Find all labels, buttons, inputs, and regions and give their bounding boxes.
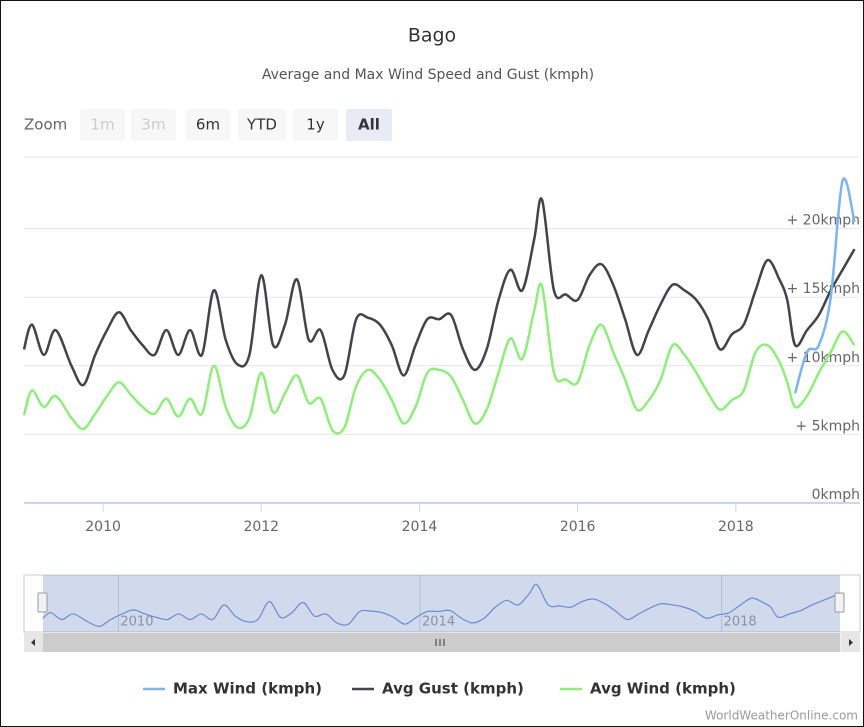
zoom-button-label: YTD xyxy=(246,116,277,134)
navigator-handle[interactable] xyxy=(37,592,48,613)
zoom-button[interactable] xyxy=(80,109,125,141)
zoom-buttons: 1m 3m 6m YTD 1y All xyxy=(80,109,392,141)
legend-label[interactable]: Max Wind (kmph) xyxy=(173,680,322,698)
x-tick-label: 2010 xyxy=(85,519,121,535)
zoom-button-label: 1m xyxy=(90,116,114,134)
credit: WorldWeatherOnline.com xyxy=(705,709,858,723)
zoom-button-label: 6m xyxy=(196,116,220,134)
zoom-button[interactable] xyxy=(238,109,286,141)
scrollbar-thumb[interactable] xyxy=(43,633,840,652)
zoom-button-label: 1y xyxy=(306,116,325,134)
legend-label[interactable]: Avg Gust (kmph) xyxy=(382,680,524,698)
zoom-button[interactable] xyxy=(346,109,392,141)
navigator-line xyxy=(42,583,835,627)
arrow-left xyxy=(31,639,35,646)
zoom-button[interactable] xyxy=(293,109,338,141)
x-tick-label: 2016 xyxy=(560,519,596,535)
y-tick-label: 0kmph xyxy=(812,487,860,503)
y-tick-label: + 5kmph xyxy=(795,418,860,434)
navigator-tick-label: 2014 xyxy=(422,615,455,630)
zoom-label: Zoom xyxy=(24,116,67,134)
zoom-button[interactable] xyxy=(131,109,176,141)
navigator-handle[interactable] xyxy=(834,592,845,613)
y-tick-label: + 15kmph xyxy=(787,281,861,297)
series-lines xyxy=(22,177,856,435)
series-line xyxy=(793,177,856,394)
zoom-button-label: 3m xyxy=(141,116,165,134)
zoom-button[interactable] xyxy=(186,109,230,141)
navigator: 2018 2014 2010 xyxy=(23,574,861,652)
navigator-tick-label: 2018 xyxy=(724,615,757,630)
legend-label[interactable]: Avg Wind (kmph) xyxy=(590,680,736,698)
series-line xyxy=(22,282,856,435)
scrollbar-grip xyxy=(435,639,445,646)
x-tick-label: 2014 xyxy=(402,519,438,535)
arrow-right xyxy=(849,639,853,646)
y-tick-label: + 20kmph xyxy=(787,213,861,229)
chart-title: Bago xyxy=(408,25,456,47)
legend: Max Wind (kmph) Avg Gust (kmph) Avg Wind (… xyxy=(143,680,736,698)
zoom-button-label: All xyxy=(358,116,380,134)
chart-subtitle: Average and Max Wind Speed and Gust (kmp… xyxy=(262,67,594,83)
x-tick-label: 2018 xyxy=(718,519,754,535)
navigator-outline xyxy=(23,574,861,633)
navigator-mask xyxy=(43,575,840,632)
grid: 0kmph + 5kmph + 10kmph + 15kmph + 20kmph 2010… xyxy=(24,213,860,535)
y-tick-label: + 10kmph xyxy=(787,350,861,366)
x-tick-label: 2012 xyxy=(243,519,279,535)
navigator-tick-label: 2010 xyxy=(120,615,153,630)
series-line xyxy=(22,197,856,387)
